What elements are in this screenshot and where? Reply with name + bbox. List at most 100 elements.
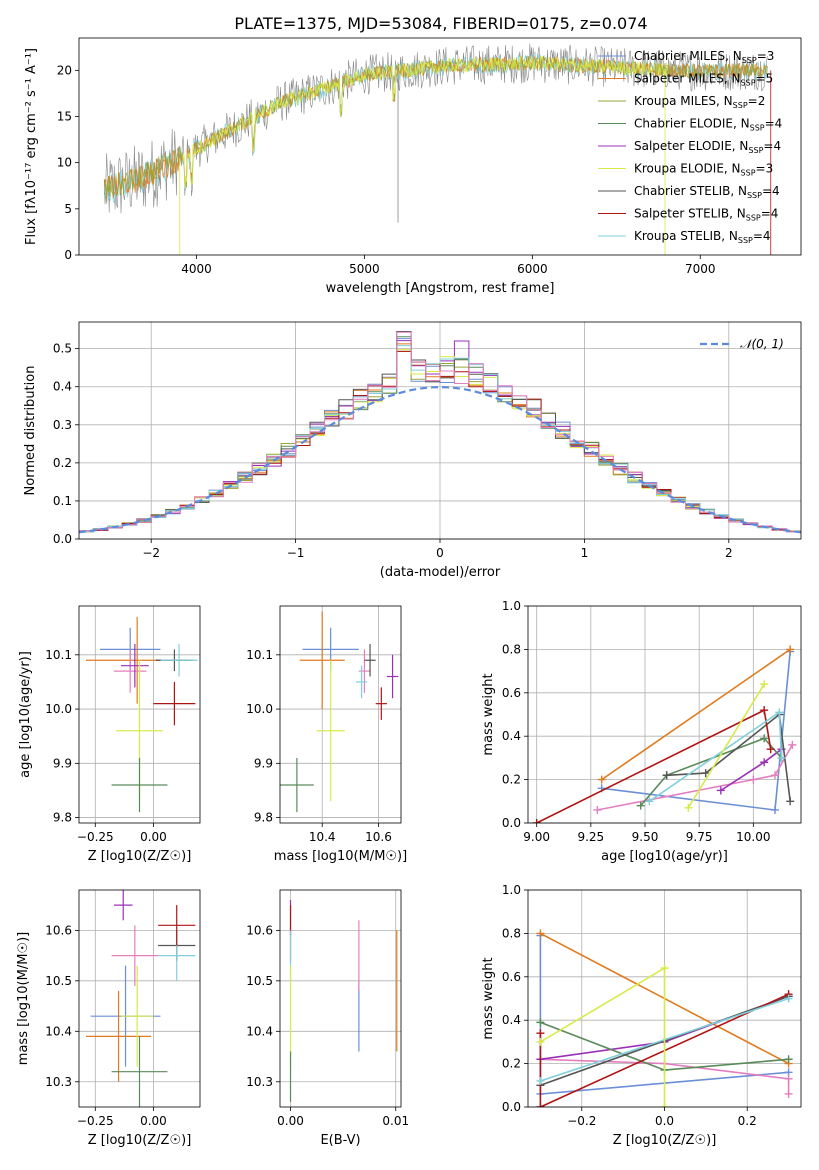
x-tick-label: 2 [725, 546, 733, 560]
weight-point-marker [775, 708, 784, 717]
legend-value: =4 [762, 184, 780, 198]
x-tick-label: 0.00 [277, 1114, 304, 1128]
weight-point-marker [536, 1029, 545, 1038]
legend-value: =4 [765, 117, 783, 131]
weight-point-marker [536, 1076, 545, 1085]
legend-subscript: SSP [741, 79, 756, 88]
x-axis-label: (data-model)/error [380, 565, 501, 580]
axes-frame [527, 889, 802, 1108]
plot-area [532, 645, 797, 823]
weight-point-marker [532, 819, 541, 823]
legend-label: Salpeter MILES, N [634, 72, 741, 86]
legend-value: =4 [753, 229, 771, 243]
weight-point-marker [788, 740, 797, 749]
legend-label: Kroupa MILES, N [634, 94, 733, 108]
legend-value: =2 [748, 94, 766, 108]
weight-point-marker [771, 771, 779, 780]
y-tick-label: 1.0 [502, 599, 521, 613]
y-tick-label: 0.3 [53, 418, 72, 432]
x-tick-label: 9.50 [632, 830, 659, 844]
x-axis-label: wavelength [Angstrom, rest frame] [326, 281, 555, 296]
y-axis-label: Flux [fλ10⁻¹⁷ erg cm⁻² s⁻¹ A⁻¹] [24, 48, 39, 245]
y-tick-label: 10.4 [246, 1024, 273, 1038]
y-axis-label: mass weight [481, 957, 496, 1039]
legend-subscript: SSP [738, 236, 753, 245]
y-tick-label: 9.8 [53, 811, 72, 825]
weight-series-line [687, 683, 765, 809]
histogram-series [79, 331, 801, 533]
plot-area [85, 890, 196, 1107]
y-tick-label: 0.8 [502, 642, 521, 656]
x-tick-label: 9.75 [686, 830, 713, 844]
legend-value: =3 [757, 49, 775, 63]
x-tick-label: −0.25 [77, 1114, 114, 1128]
x-tick-label: −0.2 [567, 1114, 596, 1128]
x-tick-label: −0.25 [77, 830, 114, 844]
x-tick-label: 7000 [685, 262, 716, 276]
legend-label: Kroupa STELIB, N [634, 229, 738, 243]
weight-point-marker [749, 775, 758, 784]
weight-point-marker [593, 805, 602, 814]
gaussian-legend-label: 𝒩(0, 1) [740, 337, 784, 351]
x-tick-label: 1 [581, 546, 589, 560]
legend-label: Chabrier ELODIE, N [634, 117, 750, 131]
legend-value: =3 [756, 162, 774, 176]
spectrum-line [182, 55, 668, 189]
weight-point-marker [536, 1103, 545, 1107]
panel-age_vs_mass: 10.4 10.6 9.8 9.9 10.0 10.1 mass [log10(M/M☉)] [246, 605, 407, 864]
weight-series-line [601, 648, 791, 781]
x-tick-label: 0 [436, 546, 444, 560]
legend-label: Salpeter ELODIE, N [634, 139, 748, 153]
spectrum-line [103, 43, 768, 214]
weight-series-line [720, 748, 782, 792]
weight-point-marker [536, 1018, 545, 1027]
y-tick-label: 0.1 [53, 494, 72, 508]
y-tick-label: 9.8 [254, 811, 273, 825]
weight-series-line [597, 744, 793, 811]
axes-frame [279, 605, 402, 824]
legend-entry: Chabrier MILES, NSSP=3 [634, 49, 774, 65]
y-tick-label: 10.0 [246, 702, 273, 716]
weight-point-marker [771, 805, 779, 814]
x-axis-label: mass [log10(M/M☉)] [274, 849, 407, 864]
y-tick-label: 5 [64, 202, 72, 216]
legend-subscript: SSP [748, 146, 763, 155]
y-tick-label: 10.3 [246, 1075, 273, 1089]
panel-weight_vs_age: 9.00 9.25 9.50 9.75 10.00 0.0 0.2 0.4 0.6 0.8 1.0 a… [481, 599, 802, 864]
x-tick-label: −1 [287, 546, 305, 560]
weight-point-marker [760, 680, 769, 689]
panel-spectrum: 4000 5000 6000 7000 0 5 10 15 20 wavelength [Angs… [24, 37, 802, 296]
y-tick-label: 0.2 [502, 1057, 521, 1071]
legend-entry: Salpeter ELODIE, NSSP=4 [634, 139, 781, 155]
weight-point-marker [636, 801, 645, 810]
panel-mass_vs_ebv: 0.00 0.01 10.3 10.4 10.5 10.6 E(B-V) [246, 889, 409, 1148]
x-tick-label: 0.2 [738, 1114, 757, 1128]
weight-series-line [540, 1058, 790, 1094]
weight-point-marker [684, 803, 693, 812]
y-tick-label: 10.3 [45, 1075, 72, 1089]
x-tick-label: 9.25 [577, 830, 604, 844]
panel-weight_vs_Z: −0.2 0.0 0.2 0.0 0.2 0.4 0.6 0.8 1.0 Z [log10(Z/Z… [481, 883, 802, 1148]
y-tick-label: 0.4 [502, 729, 521, 743]
y-tick-label: 0.0 [502, 816, 521, 830]
x-tick-label: 0.0 [655, 1114, 674, 1128]
x-tick-label: 5000 [349, 262, 380, 276]
legend-subscript: SSP [733, 101, 748, 110]
legend-entry: Chabrier ELODIE, NSSP=4 [634, 117, 782, 133]
y-tick-label: 0.0 [53, 532, 72, 546]
y-tick-label: 0.5 [53, 342, 72, 356]
weight-point-marker [760, 706, 769, 715]
weight-point-marker [660, 964, 669, 973]
legend-subscript: SSP [750, 124, 765, 133]
plot-area [280, 611, 399, 813]
x-axis-label: Z [log10(Z/Z☉)] [88, 849, 192, 864]
x-tick-label: −2 [142, 546, 160, 560]
y-tick-label: 0.2 [53, 456, 72, 470]
y-tick-label: 0.6 [502, 686, 521, 700]
y-tick-label: 10.0 [45, 702, 72, 716]
plot-area [85, 616, 198, 813]
panel-mass_vs_Z: −0.25 0.00 10.3 10.4 10.5 10.6 Z [log10(Z/Z☉)]… [16, 889, 201, 1148]
y-tick-label: 9.9 [254, 756, 273, 770]
legend-value: =4 [761, 207, 779, 221]
y-tick-label: 0 [64, 248, 72, 262]
